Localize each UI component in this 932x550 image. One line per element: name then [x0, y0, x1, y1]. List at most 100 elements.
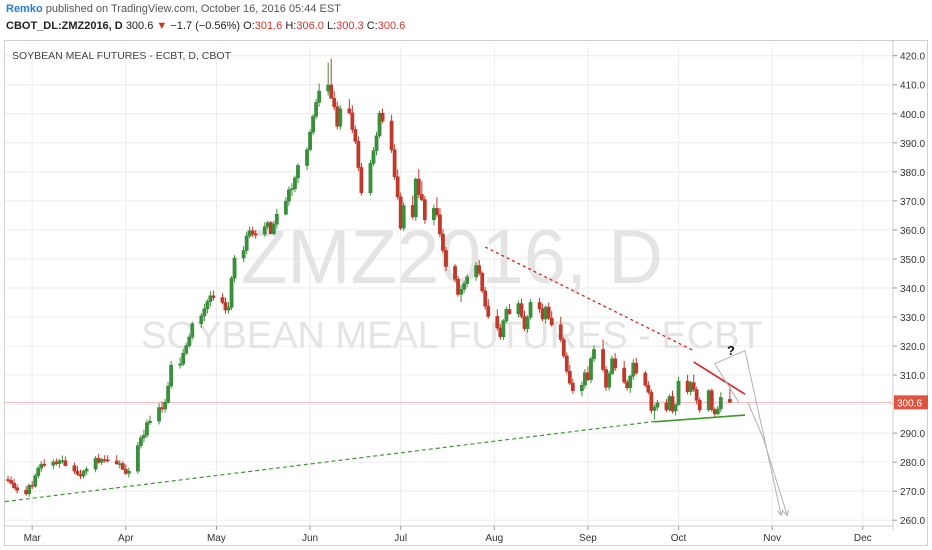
candle-body	[81, 470, 86, 477]
open-value: 301.6	[254, 20, 283, 32]
candle-body	[72, 465, 77, 472]
trendlines	[4, 246, 789, 517]
candle-body	[75, 470, 80, 475]
candle-body	[592, 349, 596, 360]
candle-body	[15, 487, 19, 491]
last-price-tag	[894, 395, 928, 410]
candle-body	[525, 316, 530, 329]
candle-body	[293, 177, 297, 189]
candle-body	[477, 265, 482, 274]
time-tick-label: Oct	[671, 533, 687, 544]
publish-line: Remko published on TradingView.com, Octo…	[6, 3, 341, 15]
candle-body	[283, 200, 288, 215]
candle-body	[501, 320, 506, 338]
annotation-question-mark: ?	[727, 343, 735, 358]
candle-body	[398, 196, 403, 229]
candle-body	[126, 470, 131, 474]
price-axis[interactable]: 260.0270.0280.0290.0300.0310.0320.0330.0…	[892, 41, 928, 530]
candle-body	[480, 272, 485, 292]
down-arrow-icon: ▼	[156, 20, 168, 32]
time-tick-label: Mar	[24, 533, 42, 544]
candle-body	[24, 489, 29, 495]
candle-body	[613, 358, 618, 369]
candle-body	[265, 222, 270, 227]
candle-body	[462, 283, 467, 290]
candle-body	[522, 316, 527, 329]
candle-body	[389, 120, 394, 151]
high-label: H:	[285, 20, 297, 32]
candle-body	[33, 475, 38, 487]
candle-body	[253, 233, 258, 236]
candle-body	[371, 150, 376, 164]
candle-body	[338, 108, 343, 127]
candle-body	[495, 316, 500, 329]
candle-body	[142, 434, 146, 439]
candle-body	[646, 384, 651, 393]
price-tick-label: 340.0	[900, 284, 925, 295]
candle-body	[241, 250, 246, 259]
candle-body	[287, 189, 291, 202]
candle-body	[401, 205, 406, 229]
resistance-trendline-dotted	[484, 246, 694, 352]
candle-body	[643, 372, 648, 386]
candle-body	[42, 463, 47, 466]
watermark-symbol: ZMZ2016, D	[241, 215, 663, 300]
price-tick-label: 360.0	[900, 226, 925, 237]
candle-body	[356, 141, 361, 168]
candle-body	[211, 295, 216, 298]
projection-arrowhead-down	[782, 509, 789, 517]
time-tick-label: Apr	[118, 533, 134, 544]
candle-body	[36, 467, 41, 477]
header-bar: Remko published on TradingView.com, Octo…	[0, 0, 932, 38]
price-tick-label: 350.0	[900, 255, 925, 266]
high-value: 306.0	[296, 20, 324, 32]
candle-body	[148, 420, 152, 423]
candle-body	[673, 404, 678, 412]
candle-body	[691, 382, 696, 390]
candle-body	[416, 178, 421, 195]
candle-body	[667, 396, 672, 411]
candle-body	[9, 480, 13, 484]
support-trendline	[654, 414, 746, 423]
candle-body	[117, 463, 122, 465]
candle-body	[39, 463, 44, 469]
candle-body	[120, 463, 125, 470]
candle-body	[317, 90, 322, 103]
candle-body	[308, 132, 312, 151]
chart-title: SOYBEAN MEAL FUTURES - ECBT, D, CBOT	[12, 50, 232, 62]
candle-body	[537, 302, 542, 310]
candle-body	[579, 384, 584, 392]
candle-body	[601, 349, 605, 370]
candle-body	[274, 213, 279, 225]
published-text: published on TradingView.com, October 16…	[45, 3, 341, 15]
price-tick-label: 270.0	[900, 487, 925, 498]
candle-body	[567, 370, 572, 384]
candle-body	[220, 297, 225, 303]
candle-body	[453, 266, 457, 280]
low-value: 300.3	[336, 20, 364, 32]
time-axis[interactable]: Mar Apr May Jun Jul Aug Sep Oct Nov Dec	[5, 525, 893, 544]
candle-body	[123, 469, 128, 474]
candle-body	[326, 84, 331, 92]
candle-body	[694, 389, 699, 401]
candle-body	[546, 306, 551, 319]
candle-body	[199, 315, 204, 324]
author-link[interactable]: Remko	[6, 3, 43, 15]
candle-body	[610, 358, 615, 374]
price-tick-label: 310.0	[900, 371, 925, 382]
candle-body	[57, 460, 62, 464]
candle-body	[30, 485, 35, 487]
candle-body	[570, 382, 575, 392]
price-tick-label: 400.0	[900, 110, 925, 121]
candle-body	[160, 407, 164, 410]
candle-body	[456, 278, 460, 295]
price-tick-label: 320.0	[900, 342, 925, 353]
candle-body	[208, 295, 213, 302]
candle-body	[247, 230, 252, 237]
candle-body	[444, 250, 448, 267]
candle-body	[474, 265, 479, 278]
open-label: O:	[243, 20, 255, 32]
candle-body	[63, 460, 68, 466]
candle-body	[607, 373, 611, 388]
